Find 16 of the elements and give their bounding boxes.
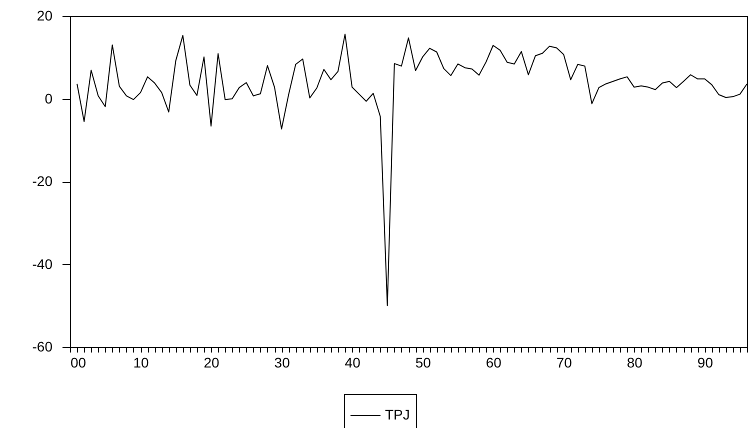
y-tick-label: 20 bbox=[36, 8, 53, 24]
x-tick-label: 00 bbox=[70, 354, 86, 370]
x-tick-label: 90 bbox=[697, 354, 714, 370]
x-tick-label: 10 bbox=[133, 354, 150, 370]
y-tick-label: -60 bbox=[32, 338, 53, 354]
x-tick-label: 20 bbox=[204, 354, 220, 370]
x-tick-label: 70 bbox=[556, 354, 572, 370]
x-tick-label: 40 bbox=[344, 354, 361, 370]
y-tick-label: -40 bbox=[32, 256, 53, 272]
x-tick-label: 30 bbox=[274, 354, 290, 370]
legend-label: TPJ bbox=[385, 406, 410, 422]
x-tick-label: 50 bbox=[415, 354, 432, 370]
y-tick-label: -20 bbox=[32, 173, 53, 189]
x-tick-label: 80 bbox=[626, 354, 643, 370]
x-tick-label: 60 bbox=[486, 354, 502, 370]
y-tick-label: 0 bbox=[44, 90, 53, 106]
